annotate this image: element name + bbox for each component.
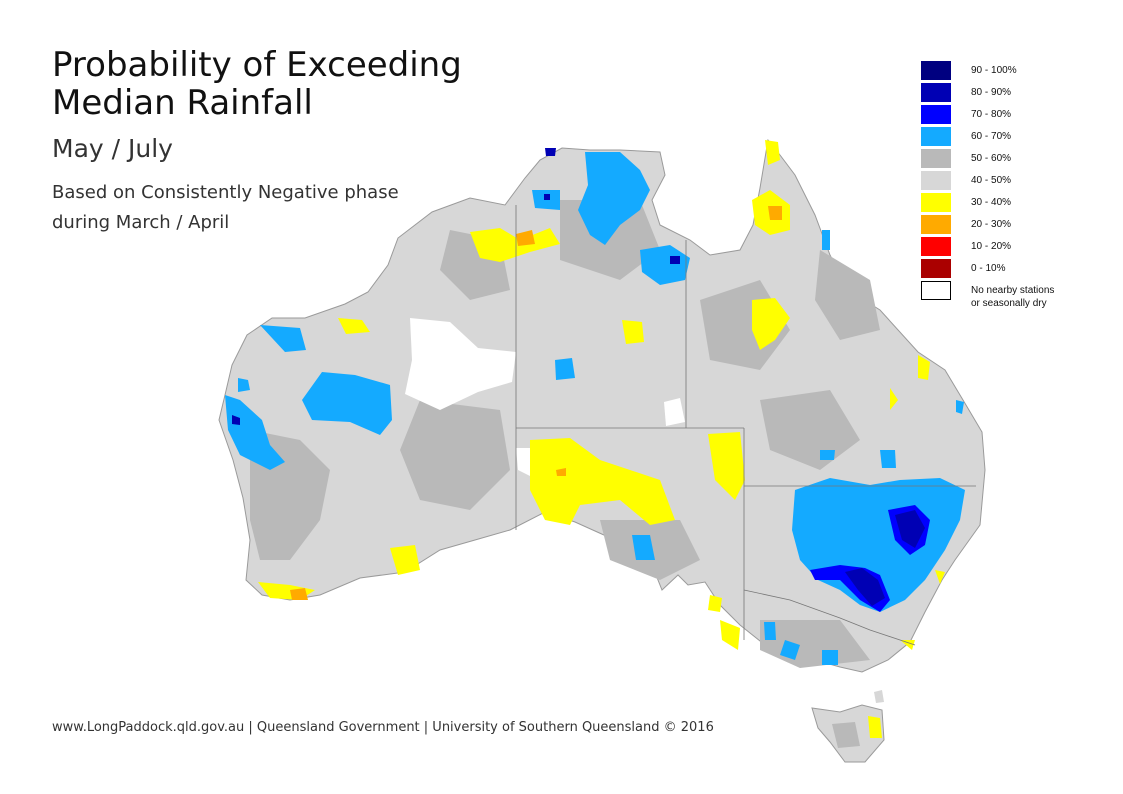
state-borders [515,205,976,646]
tasmania-region-50-60 [832,722,860,748]
legend-label: 70 - 80% [971,109,1012,120]
legend-label: 0 - 10% [971,263,1006,274]
map-title: Probability of Exceeding Median Rainfall [52,46,462,122]
legend-row: 20 - 30% [921,215,1091,237]
legend-swatch [921,259,951,278]
legend-swatch [921,215,951,234]
legend-row: 40 - 50% [921,171,1091,193]
legend: 90 - 100% 80 - 90% 70 - 80% 60 - 70% 50 … [921,61,1091,311]
legend-swatch [921,83,951,102]
legend-label: 50 - 60% [971,153,1012,164]
description-line-2: during March / April [52,212,230,233]
no-data-line-1: No nearby stations [971,285,1055,296]
region-20-30 [290,206,782,600]
credit-line: www.LongPaddock.qld.gov.au | Queensland … [52,720,714,735]
legend-label: 80 - 90% [971,87,1012,98]
legend-row-no-data: No nearby stations or seasonally dry [921,281,1091,311]
legend-rows: 90 - 100% 80 - 90% 70 - 80% 60 - 70% 50 … [921,61,1091,281]
legend-label: 30 - 40% [971,197,1012,208]
title-line-2: Median Rainfall [52,83,313,123]
no-data-line-2: or seasonally dry [971,298,1047,309]
legend-row: 60 - 70% [921,127,1091,149]
legend-label: 10 - 20% [971,241,1012,252]
legend-row: 70 - 80% [921,105,1091,127]
map-description: Based on Consistently Negative phase dur… [52,178,412,238]
legend-label-no-data: No nearby stations or seasonally dry [971,281,1054,310]
legend-swatch [921,105,951,124]
legend-swatch [921,127,951,146]
region-30-40 [258,140,945,650]
legend-swatch [921,193,951,212]
region-60-70 [225,152,965,665]
legend-row: 50 - 60% [921,149,1091,171]
legend-row: 80 - 90% [921,83,1091,105]
legend-row: 90 - 100% [921,61,1091,83]
bass-strait-islands [874,690,884,703]
legend-label: 40 - 50% [971,175,1012,186]
legend-swatch [921,237,951,256]
legend-swatch-no-data [921,281,951,300]
legend-swatch [921,149,951,168]
legend-swatch [921,61,951,80]
legend-row: 30 - 40% [921,193,1091,215]
legend-label: 90 - 100% [971,65,1017,76]
title-line-1: Probability of Exceeding [52,45,462,85]
legend-row: 0 - 10% [921,259,1091,281]
legend-row: 10 - 20% [921,237,1091,259]
legend-label: 60 - 70% [971,131,1012,142]
legend-swatch [921,171,951,190]
legend-label: 20 - 30% [971,219,1012,230]
description-line-1: Based on Consistently Negative phase [52,182,399,203]
tasmania-region-30-40 [868,716,882,738]
map-subtitle: May / July [52,134,173,163]
region-80-90 [232,148,925,606]
